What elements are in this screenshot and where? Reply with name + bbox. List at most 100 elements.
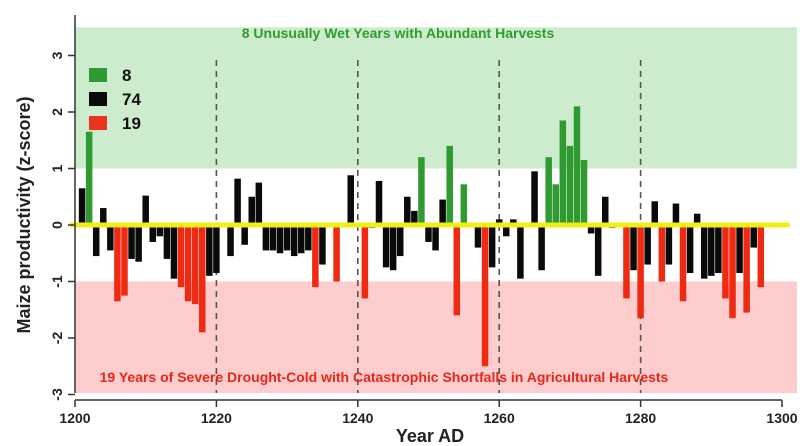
- x-tick-label: 1280: [625, 410, 656, 426]
- bar-1284: [665, 225, 673, 265]
- x-tick-label: 1240: [342, 410, 373, 426]
- bar-1291: [715, 225, 722, 274]
- legend-label: 74: [122, 90, 141, 109]
- bar-1279: [630, 225, 637, 271]
- drought-band-label: 19 Years of Severe Drought-Cold with Cat…: [100, 369, 669, 385]
- bar-1231: [290, 225, 298, 257]
- bar-1261: [503, 225, 510, 237]
- bar-1263: [517, 225, 524, 279]
- bar-1213: [163, 225, 171, 259]
- bar-1265: [531, 171, 538, 225]
- wet-band-label: 8 Unusually Wet Years with Abundant Harv…: [242, 25, 555, 41]
- bar-1257: [474, 225, 482, 248]
- bar-1207: [121, 225, 128, 296]
- bar-1203: [92, 225, 100, 257]
- y-tick-label: -1: [49, 275, 65, 288]
- bar-1224: [241, 225, 248, 245]
- bar-1280: [637, 225, 644, 319]
- bar-1258: [481, 225, 489, 367]
- bar-1287: [686, 225, 694, 274]
- bar-1286: [679, 225, 687, 302]
- bar-1282: [651, 201, 658, 225]
- legend-swatch: [89, 92, 107, 106]
- x-tick-label: 1220: [201, 410, 232, 426]
- x-axis-title: Year AD: [396, 426, 464, 446]
- bar-1270: [566, 145, 574, 225]
- bar-1253: [446, 145, 453, 225]
- bar-1290: [708, 225, 715, 276]
- bar-1204: [100, 208, 107, 225]
- bar-1220: [213, 225, 220, 274]
- bar-1267: [545, 157, 552, 225]
- bar-1205: [107, 225, 114, 251]
- bar-1248: [411, 210, 418, 225]
- legend-swatch: [89, 68, 107, 82]
- bar-1295: [743, 225, 750, 313]
- bar-1274: [594, 225, 602, 276]
- bar-1223: [234, 178, 241, 225]
- bar-1239: [347, 175, 354, 225]
- bar-1268: [552, 184, 560, 225]
- bar-1269: [559, 120, 567, 225]
- legend-swatch: [89, 116, 107, 130]
- bar-1237: [333, 225, 340, 282]
- x-tick-label: 1260: [484, 410, 515, 426]
- bar-1245: [389, 225, 397, 271]
- bar-1206: [114, 225, 121, 302]
- bar-1243: [375, 180, 383, 225]
- bar-1246: [396, 225, 404, 257]
- bar-1235: [319, 225, 326, 265]
- bar-1259: [488, 225, 496, 268]
- bar-1260: [495, 219, 503, 225]
- legend-label: 8: [122, 66, 131, 85]
- bar-1233: [305, 225, 312, 251]
- y-tick-label: 2: [49, 108, 65, 116]
- bar-1215: [177, 225, 185, 288]
- bar-1251: [432, 225, 439, 251]
- bar-1228: [269, 225, 277, 251]
- x-tick-label: 1200: [59, 410, 90, 426]
- bar-1209: [135, 225, 142, 262]
- bar-1255: [460, 184, 468, 225]
- bar-1297: [757, 225, 765, 288]
- bar-1201: [78, 188, 86, 225]
- bar-1293: [729, 225, 736, 319]
- x-tick-label: 1300: [766, 410, 797, 426]
- bar-1294: [736, 225, 743, 274]
- bar-1241: [361, 225, 369, 299]
- bar-1226: [255, 182, 263, 225]
- bar-1210: [142, 195, 149, 225]
- bar-1229: [276, 225, 284, 254]
- y-tick-label: 3: [49, 51, 65, 59]
- bar-1230: [283, 225, 291, 251]
- y-axis-title: Maize productivity (z-score): [14, 96, 34, 333]
- y-tick-label: 0: [49, 221, 65, 229]
- legend: 8 74 19: [89, 66, 141, 133]
- bar-1266: [538, 225, 545, 271]
- y-tick-label: -2: [49, 332, 65, 345]
- bar-1216: [184, 225, 192, 302]
- bar-1278: [623, 225, 630, 299]
- bar-1275: [601, 196, 609, 225]
- bar-1289: [700, 225, 708, 279]
- bar-1244: [382, 225, 390, 268]
- bar-1218: [199, 225, 206, 333]
- bar-1272: [580, 160, 588, 225]
- axes: -3 -2 -1 0 1 2 3 1200 1220 1240 1260 1280 1300: [49, 15, 798, 426]
- bar-1252: [439, 199, 446, 225]
- bar-1234: [312, 225, 319, 288]
- y-tick-label: -3: [49, 388, 65, 401]
- bar-1212: [156, 225, 164, 237]
- legend-label: 19: [122, 114, 141, 133]
- bar-1217: [191, 225, 199, 305]
- bar-1271: [573, 106, 581, 225]
- bar-1211: [149, 225, 157, 242]
- bar-1285: [672, 203, 680, 225]
- bar-1208: [128, 225, 135, 259]
- bar-1227: [262, 225, 270, 251]
- bar-1281: [644, 225, 651, 265]
- bar-1254: [453, 225, 461, 316]
- bar-1283: [658, 225, 666, 282]
- bar-1249: [418, 157, 425, 225]
